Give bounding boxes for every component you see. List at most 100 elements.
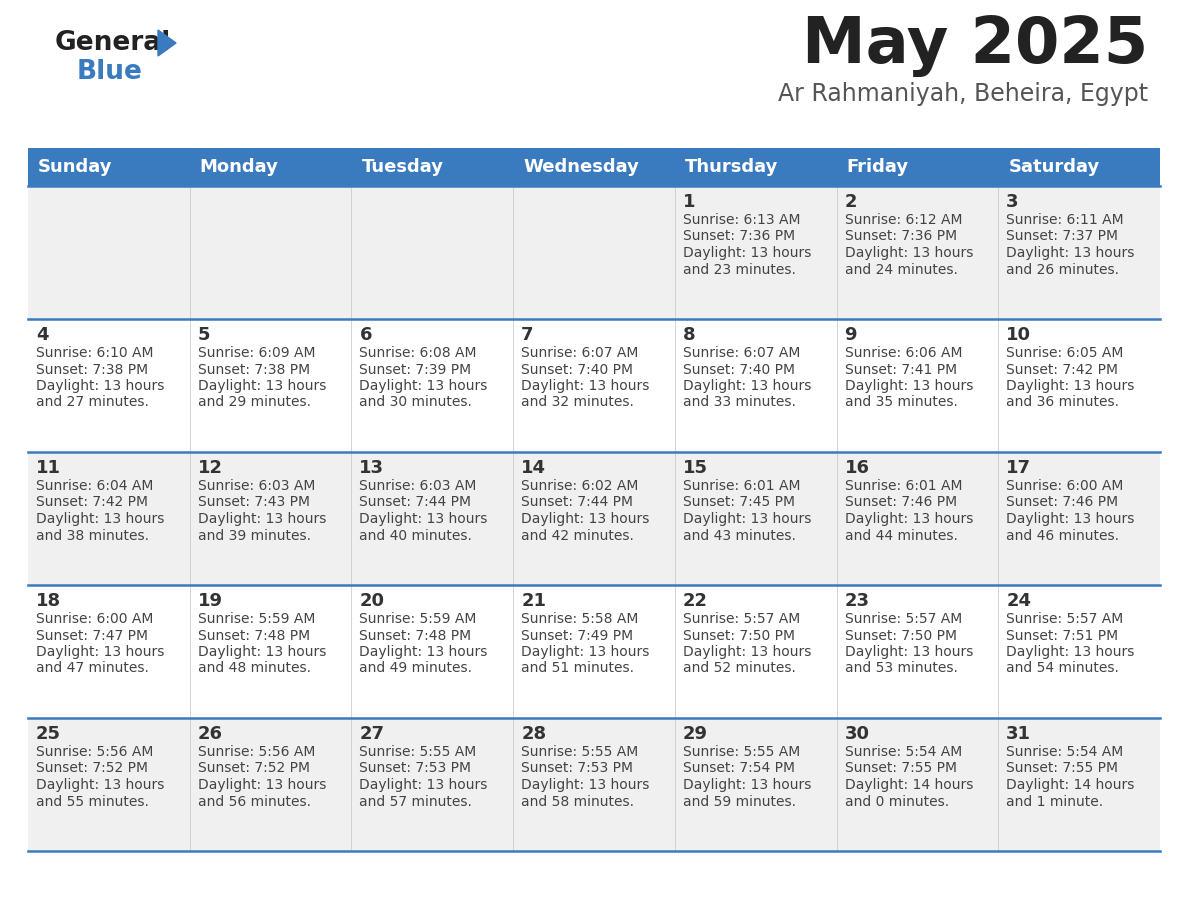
Text: Sunset: 7:54 PM: Sunset: 7:54 PM [683,762,795,776]
Text: Sunday: Sunday [38,158,113,176]
Text: Sunrise: 6:00 AM: Sunrise: 6:00 AM [1006,479,1124,493]
Text: Saturday: Saturday [1009,158,1100,176]
Text: and 47 minutes.: and 47 minutes. [36,662,148,676]
Text: 30: 30 [845,725,870,743]
Text: and 52 minutes.: and 52 minutes. [683,662,796,676]
Text: and 0 minutes.: and 0 minutes. [845,794,949,809]
Text: Daylight: 13 hours: Daylight: 13 hours [36,379,164,393]
Text: Thursday: Thursday [684,158,778,176]
Text: 10: 10 [1006,326,1031,344]
Text: and 49 minutes.: and 49 minutes. [360,662,473,676]
Text: 4: 4 [36,326,49,344]
Text: 25: 25 [36,725,61,743]
Text: Sunrise: 6:05 AM: Sunrise: 6:05 AM [1006,346,1124,360]
Text: Daylight: 13 hours: Daylight: 13 hours [522,512,650,526]
Text: Daylight: 13 hours: Daylight: 13 hours [360,379,488,393]
Text: Sunrise: 6:06 AM: Sunrise: 6:06 AM [845,346,962,360]
Text: Daylight: 13 hours: Daylight: 13 hours [522,379,650,393]
Text: Sunrise: 5:55 AM: Sunrise: 5:55 AM [360,745,476,759]
Text: Daylight: 13 hours: Daylight: 13 hours [36,512,164,526]
Text: and 55 minutes.: and 55 minutes. [36,794,148,809]
Bar [29,319,1159,452]
Text: and 48 minutes.: and 48 minutes. [197,662,311,676]
Text: 23: 23 [845,592,870,610]
Text: May 2025: May 2025 [802,15,1148,77]
Text: Daylight: 13 hours: Daylight: 13 hours [845,512,973,526]
Text: and 24 minutes.: and 24 minutes. [845,263,958,276]
Text: and 1 minute.: and 1 minute. [1006,794,1104,809]
Text: Sunset: 7:55 PM: Sunset: 7:55 PM [1006,762,1118,776]
Text: 15: 15 [683,459,708,477]
Text: Sunrise: 6:03 AM: Sunrise: 6:03 AM [197,479,315,493]
Text: Sunrise: 5:57 AM: Sunrise: 5:57 AM [845,612,962,626]
Text: and 32 minutes.: and 32 minutes. [522,396,634,409]
Text: Daylight: 13 hours: Daylight: 13 hours [683,379,811,393]
Text: Daylight: 13 hours: Daylight: 13 hours [197,645,326,659]
Text: 6: 6 [360,326,372,344]
Text: Sunset: 7:45 PM: Sunset: 7:45 PM [683,496,795,509]
Text: 18: 18 [36,592,61,610]
Text: 2: 2 [845,193,857,211]
Text: Sunrise: 5:54 AM: Sunrise: 5:54 AM [845,745,962,759]
Polygon shape [158,30,176,56]
Text: Sunset: 7:44 PM: Sunset: 7:44 PM [522,496,633,509]
Text: Sunrise: 5:56 AM: Sunrise: 5:56 AM [36,745,153,759]
Text: Daylight: 13 hours: Daylight: 13 hours [683,246,811,260]
Text: Daylight: 13 hours: Daylight: 13 hours [845,379,973,393]
Text: Sunset: 7:46 PM: Sunset: 7:46 PM [845,496,956,509]
Text: Sunset: 7:52 PM: Sunset: 7:52 PM [197,762,310,776]
Text: Daylight: 13 hours: Daylight: 13 hours [360,778,488,792]
Text: Sunset: 7:40 PM: Sunset: 7:40 PM [683,363,795,376]
Text: 1: 1 [683,193,695,211]
Text: Daylight: 13 hours: Daylight: 13 hours [197,512,326,526]
Text: Sunrise: 6:12 AM: Sunrise: 6:12 AM [845,213,962,227]
Text: Sunset: 7:42 PM: Sunset: 7:42 PM [1006,363,1118,376]
Text: Sunrise: 6:00 AM: Sunrise: 6:00 AM [36,612,153,626]
Bar [29,148,1159,186]
Text: Sunrise: 5:55 AM: Sunrise: 5:55 AM [683,745,800,759]
Text: and 59 minutes.: and 59 minutes. [683,794,796,809]
Text: and 42 minutes.: and 42 minutes. [522,529,634,543]
Text: Sunset: 7:46 PM: Sunset: 7:46 PM [1006,496,1118,509]
Text: Sunset: 7:40 PM: Sunset: 7:40 PM [522,363,633,376]
Text: 20: 20 [360,592,385,610]
Text: 12: 12 [197,459,222,477]
Text: Daylight: 13 hours: Daylight: 13 hours [360,512,488,526]
Text: Sunrise: 5:56 AM: Sunrise: 5:56 AM [197,745,315,759]
Text: and 54 minutes.: and 54 minutes. [1006,662,1119,676]
Text: Daylight: 13 hours: Daylight: 13 hours [197,379,326,393]
Text: Wednesday: Wednesday [523,158,639,176]
Text: Sunset: 7:51 PM: Sunset: 7:51 PM [1006,629,1118,643]
Text: Sunset: 7:55 PM: Sunset: 7:55 PM [845,762,956,776]
Text: Sunrise: 6:07 AM: Sunrise: 6:07 AM [522,346,638,360]
Text: Sunset: 7:38 PM: Sunset: 7:38 PM [36,363,148,376]
Text: and 57 minutes.: and 57 minutes. [360,794,473,809]
Text: Daylight: 13 hours: Daylight: 13 hours [1006,246,1135,260]
Text: Daylight: 13 hours: Daylight: 13 hours [1006,645,1135,659]
Text: Sunset: 7:53 PM: Sunset: 7:53 PM [522,762,633,776]
Text: Sunrise: 6:07 AM: Sunrise: 6:07 AM [683,346,801,360]
Text: Daylight: 13 hours: Daylight: 13 hours [683,645,811,659]
Text: Sunset: 7:41 PM: Sunset: 7:41 PM [845,363,956,376]
Text: Sunset: 7:50 PM: Sunset: 7:50 PM [683,629,795,643]
Text: 11: 11 [36,459,61,477]
Text: 13: 13 [360,459,385,477]
Text: and 38 minutes.: and 38 minutes. [36,529,148,543]
Text: 14: 14 [522,459,546,477]
Text: and 33 minutes.: and 33 minutes. [683,396,796,409]
Text: 28: 28 [522,725,546,743]
Text: Sunrise: 6:02 AM: Sunrise: 6:02 AM [522,479,638,493]
Text: Sunset: 7:38 PM: Sunset: 7:38 PM [197,363,310,376]
Text: 16: 16 [845,459,870,477]
Text: Sunrise: 6:08 AM: Sunrise: 6:08 AM [360,346,476,360]
Text: and 40 minutes.: and 40 minutes. [360,529,473,543]
Text: and 29 minutes.: and 29 minutes. [197,396,311,409]
Text: Sunset: 7:52 PM: Sunset: 7:52 PM [36,762,148,776]
Text: Daylight: 13 hours: Daylight: 13 hours [522,778,650,792]
Text: Daylight: 13 hours: Daylight: 13 hours [845,645,973,659]
Text: Daylight: 14 hours: Daylight: 14 hours [1006,778,1135,792]
Text: 19: 19 [197,592,222,610]
Text: and 26 minutes.: and 26 minutes. [1006,263,1119,276]
Bar [29,718,1159,851]
Text: Sunrise: 6:04 AM: Sunrise: 6:04 AM [36,479,153,493]
